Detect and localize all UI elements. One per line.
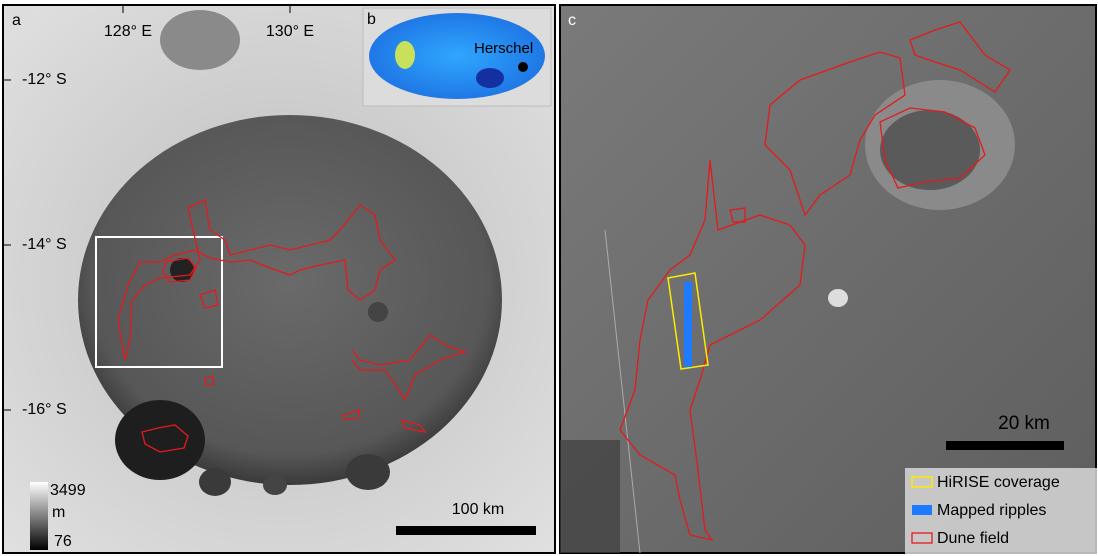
lon-label: 128° E: [104, 23, 152, 40]
dune-outline: [342, 409, 361, 421]
crater: [160, 10, 240, 70]
panel-c: c 20 km HiRISE coverage Mapped ripples D…: [559, 4, 1097, 554]
crater: [78, 115, 502, 485]
scale-label: 100 km: [452, 501, 504, 518]
crater: [368, 302, 388, 322]
crater: [828, 289, 848, 307]
dune-outline: [204, 375, 215, 386]
dune-outline: [729, 207, 746, 223]
dune-outline: [909, 21, 1011, 93]
dune-outline: [764, 51, 906, 217]
dune-outlines: [619, 21, 1011, 542]
crater: [115, 400, 205, 480]
legend-label: Dune field: [937, 530, 1009, 547]
legend-swatch: [911, 476, 933, 488]
legend: [905, 468, 1097, 554]
elevation-unit: m: [52, 504, 65, 521]
dune-outline: [117, 199, 396, 361]
dune-outline: [162, 257, 197, 283]
elevation-min: 76: [54, 533, 72, 550]
dune-outline: [351, 334, 468, 402]
legend-swatch: [912, 505, 932, 515]
hirise-coverage: [667, 272, 709, 370]
elevation-scale: [30, 482, 48, 550]
lat-label: -16° S: [22, 401, 67, 418]
dune-outline: [879, 107, 986, 189]
place-label: Herschel: [474, 40, 533, 57]
image-map: [559, 4, 1097, 554]
label-bg: [6, 8, 32, 32]
track: [604, 229, 641, 554]
panel-b: b Herschel: [362, 7, 552, 107]
crater: [346, 454, 390, 490]
basin: [476, 68, 504, 88]
legend-swatch: [911, 532, 933, 544]
crater: [880, 110, 980, 190]
dune-outline: [199, 289, 219, 309]
crater: [199, 468, 231, 496]
crater: [263, 475, 287, 495]
panel-label: a: [12, 12, 21, 29]
legend-label: Mapped ripples: [937, 502, 1046, 519]
lon-label: 130° E: [266, 23, 314, 40]
highland: [395, 41, 415, 69]
terrain: [560, 440, 620, 553]
panel-label: c: [568, 12, 576, 29]
dune-outline: [141, 424, 189, 453]
dune-outlines: [117, 199, 468, 453]
lat-label: -14° S: [22, 236, 67, 253]
elevation-max: 3499: [50, 482, 86, 499]
scale-label: 20 km: [998, 413, 1050, 434]
dune-outline: [619, 159, 806, 542]
scale-bar: [946, 441, 1064, 450]
mapped-ripples: [684, 282, 692, 367]
legend-label: HiRISE coverage: [937, 474, 1060, 491]
herschel-marker: [518, 62, 528, 72]
dune-outline: [400, 419, 427, 433]
scale-bar: [396, 526, 536, 535]
inset-box: [95, 236, 223, 368]
panel-label: b: [367, 11, 376, 28]
lat-label: -12° S: [22, 71, 67, 88]
